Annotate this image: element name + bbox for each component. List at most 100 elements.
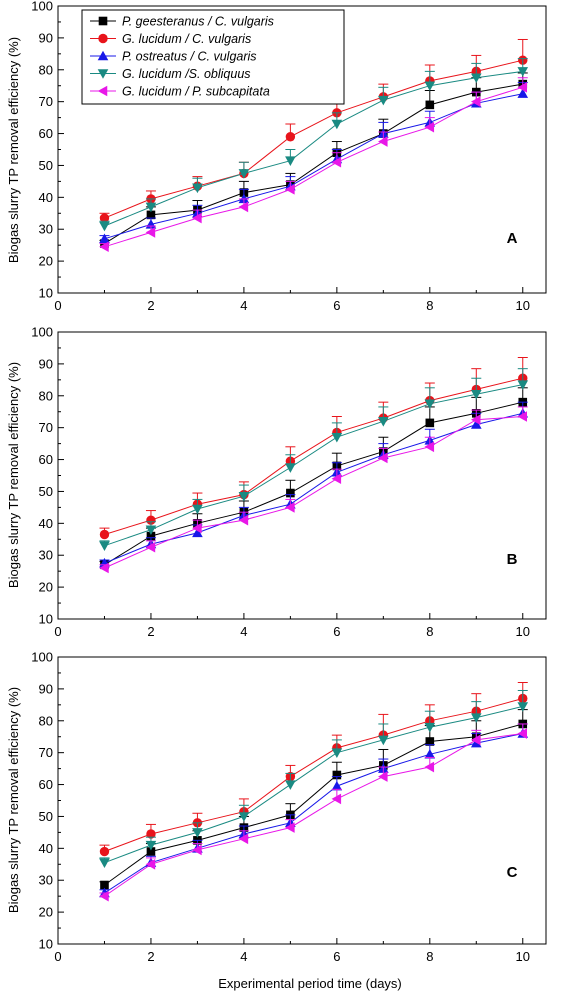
- legend: P. geesteranus / C. vulgaris G. lucidum /…: [81, 9, 345, 105]
- series-layer-b: [99, 357, 529, 574]
- data-point: [192, 828, 203, 838]
- panel-letter-c: C: [507, 864, 518, 881]
- legend-label: G. lucidum / P. subcapitata: [122, 85, 270, 99]
- series-line: [104, 733, 523, 897]
- x-tick-label: 4: [240, 298, 247, 313]
- y-tick-label: 60: [39, 126, 53, 141]
- legend-label: P. ostreatus / C. vulgaris: [122, 50, 257, 64]
- data-point: [378, 95, 389, 106]
- y-tick-label: 50: [39, 158, 53, 173]
- data-point: [145, 202, 157, 213]
- data-point: [285, 132, 296, 142]
- data-point: [517, 411, 528, 422]
- data-point: [146, 210, 156, 220]
- x-tick-label: 6: [333, 949, 340, 964]
- data-point: [331, 473, 342, 484]
- axis-ticks-c: 0 2 4 6 8 10 10 20 30 40 50 60 70 80 90 100: [31, 650, 530, 965]
- data-point: [424, 399, 436, 410]
- data-point: [192, 522, 202, 534]
- data-point: [424, 441, 435, 453]
- y-tick-label: 60: [39, 777, 53, 792]
- data-point: [99, 858, 110, 868]
- data-point: [285, 822, 295, 833]
- series-line: [104, 733, 523, 894]
- y-tick-label: 20: [39, 905, 53, 920]
- data-point: [378, 771, 388, 782]
- y-tick-label: 70: [39, 420, 53, 435]
- data-point: [146, 847, 156, 856]
- data-point: [517, 88, 529, 98]
- x-tick-label: 2: [147, 624, 154, 639]
- series-line: [104, 698, 523, 852]
- y-tick-label: 10: [39, 612, 53, 627]
- y-axis-title-a: Biogas slurry TP removal efficiency (%): [6, 37, 21, 263]
- x-axis-title: Experimental period time (days): [218, 976, 402, 991]
- series-line: [104, 723, 523, 886]
- data-point: [331, 156, 342, 168]
- data-point: [517, 67, 529, 77]
- x-tick-label: 2: [147, 949, 154, 964]
- series-line: [104, 401, 523, 566]
- series-line: [104, 412, 523, 564]
- data-point: [238, 169, 250, 179]
- y-tick-label: 90: [39, 30, 53, 45]
- legend-marker: [97, 85, 108, 97]
- data-point: [378, 417, 389, 427]
- x-tick-label: 0: [54, 624, 61, 639]
- data-point: [145, 840, 157, 851]
- y-tick-label: 80: [39, 388, 53, 403]
- legend-label: P. geesteranus / C. vulgaris: [122, 15, 274, 29]
- data-point: [99, 541, 110, 551]
- x-tick-label: 2: [147, 298, 154, 313]
- series-line: [104, 83, 523, 245]
- y-tick-label: 90: [39, 681, 53, 696]
- data-point: [424, 748, 436, 759]
- data-point: [331, 780, 343, 791]
- series-line: [104, 86, 523, 248]
- y-tick-label: 100: [31, 650, 53, 665]
- data-point: [425, 737, 435, 746]
- data-point: [285, 156, 296, 166]
- data-point: [238, 491, 250, 502]
- data-point: [99, 221, 110, 232]
- data-point: [470, 734, 481, 746]
- panel-letter-a: A: [507, 230, 518, 247]
- data-point: [425, 418, 435, 428]
- data-point: [192, 527, 203, 538]
- data-point: [470, 713, 482, 723]
- data-point: [470, 73, 482, 84]
- y-tick-label: 50: [39, 484, 53, 499]
- axis-ticks-a: 0 2 4 6 8 10 10 20 30 40 50 60 70 80 90 100: [31, 0, 530, 313]
- y-tick-label: 20: [39, 580, 53, 595]
- x-tick-label: 8: [426, 949, 433, 964]
- legend-marker: [97, 50, 109, 61]
- y-tick-label: 70: [39, 745, 53, 760]
- legend-box: [81, 9, 345, 105]
- series-line: [104, 70, 523, 227]
- data-point: [378, 452, 388, 464]
- panel-letter-b: B: [507, 551, 518, 568]
- data-point: [331, 793, 342, 805]
- plot-frame-b: [57, 331, 547, 620]
- y-tick-label: 70: [39, 94, 53, 109]
- data-point: [378, 136, 388, 147]
- y-tick-label: 10: [39, 286, 53, 301]
- y-tick-label: 50: [39, 809, 53, 824]
- data-point: [331, 432, 343, 443]
- data-point: [146, 829, 156, 839]
- y-tick-label: 30: [39, 222, 53, 237]
- x-tick-label: 4: [240, 949, 247, 964]
- series-line: [104, 384, 523, 547]
- panel-c: Biogas slurry TP removal efficiency (%) …: [6, 650, 547, 965]
- x-tick-label: 8: [426, 624, 433, 639]
- data-point: [470, 96, 481, 107]
- data-point: [146, 515, 156, 525]
- x-tick-label: 0: [54, 298, 61, 313]
- data-point: [100, 880, 109, 890]
- data-point: [145, 858, 156, 870]
- data-point: [517, 702, 529, 712]
- y-tick-label: 30: [39, 548, 53, 563]
- y-axis-title-c: Biogas slurry TP removal efficiency (%): [6, 687, 21, 913]
- data-point: [285, 184, 295, 195]
